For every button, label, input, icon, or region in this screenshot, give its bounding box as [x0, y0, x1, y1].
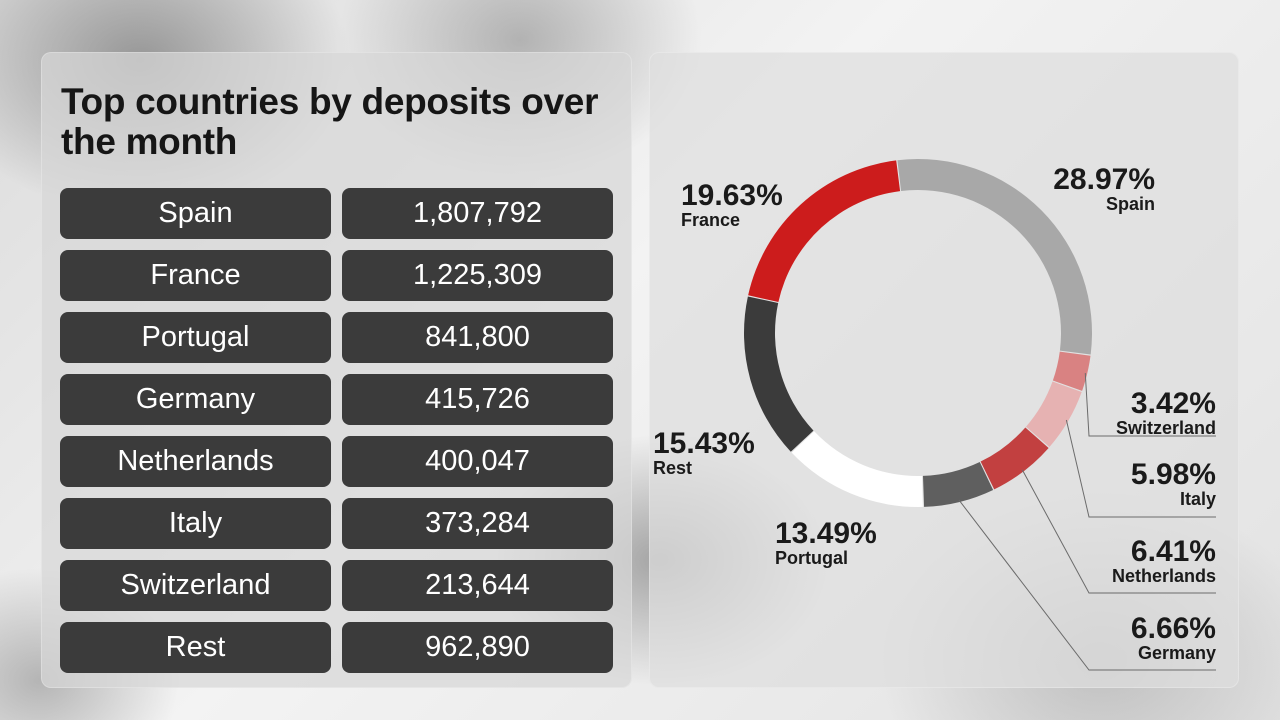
country-label-netherlands: Netherlands	[1112, 566, 1216, 586]
deposits-cell: 841,800	[342, 312, 613, 363]
deposits-cell: 1,225,309	[342, 250, 613, 301]
country-cell: Spain	[60, 188, 331, 239]
table-row: Rest 962,890	[60, 622, 613, 673]
country-label-spain: Spain	[1106, 194, 1155, 214]
donut-chart: 28.97%Spain 3.42%Switzerland 5.98%Italy 6.4…	[653, 159, 1216, 671]
percent-label-portugal: 13.49%	[775, 517, 877, 550]
slice-france	[748, 160, 901, 302]
slice-netherlands	[980, 427, 1049, 490]
leader-line-netherlands	[1021, 469, 1216, 594]
country-cell: Netherlands	[60, 436, 331, 487]
deposits-cell: 373,284	[342, 498, 613, 549]
percent-label-spain: 28.97%	[1053, 163, 1155, 196]
country-cell: France	[60, 250, 331, 301]
percent-label-italy: 5.98%	[1131, 458, 1216, 491]
table-row: Italy 373,284	[60, 498, 613, 549]
percent-label-france: 19.63%	[681, 179, 783, 212]
deposits-cell: 213,644	[342, 560, 613, 611]
deposits-cell: 962,890	[342, 622, 613, 673]
table-row: Portugal 841,800	[60, 312, 613, 363]
country-cell: Switzerland	[60, 560, 331, 611]
page-title: Top countries by deposits over the month	[61, 81, 599, 162]
country-cell: Italy	[60, 498, 331, 549]
leader-line-germany	[958, 499, 1216, 671]
country-cell: Germany	[60, 374, 331, 425]
country-label-rest: Rest	[653, 458, 692, 478]
slice-switzerland	[1052, 351, 1091, 391]
slice-portugal	[791, 431, 923, 507]
country-label-italy: Italy	[1180, 489, 1216, 509]
slice-spain	[897, 159, 1092, 355]
country-label-germany: Germany	[1138, 643, 1216, 663]
deposits-cell: 415,726	[342, 374, 613, 425]
country-cell: Rest	[60, 622, 331, 673]
country-cell: Portugal	[60, 312, 331, 363]
table-row: France 1,225,309	[60, 250, 613, 301]
percent-label-netherlands: 6.41%	[1131, 535, 1216, 568]
deposits-cell: 400,047	[342, 436, 613, 487]
table-row: Switzerland 213,644	[60, 560, 613, 611]
percent-label-switzerland: 3.42%	[1131, 387, 1216, 420]
leader-line-italy	[1065, 419, 1216, 518]
country-label-switzerland: Switzerland	[1116, 418, 1216, 438]
leader-line-switzerland	[1084, 373, 1216, 437]
slice-italy	[1026, 381, 1082, 448]
table-row: Spain 1,807,792	[60, 188, 613, 239]
slice-rest	[744, 296, 814, 452]
chart-panel	[649, 52, 1239, 688]
deposits-cell: 1,807,792	[342, 188, 613, 239]
deposits-table: Spain 1,807,792 France 1,225,309 Portuga…	[60, 188, 613, 684]
table-row: Netherlands 400,047	[60, 436, 613, 487]
table-row: Germany 415,726	[60, 374, 613, 425]
slice-germany	[922, 461, 994, 507]
percent-label-rest: 15.43%	[653, 427, 755, 460]
country-label-france: France	[681, 210, 740, 230]
country-label-portugal: Portugal	[775, 548, 848, 568]
percent-label-germany: 6.66%	[1131, 612, 1216, 645]
